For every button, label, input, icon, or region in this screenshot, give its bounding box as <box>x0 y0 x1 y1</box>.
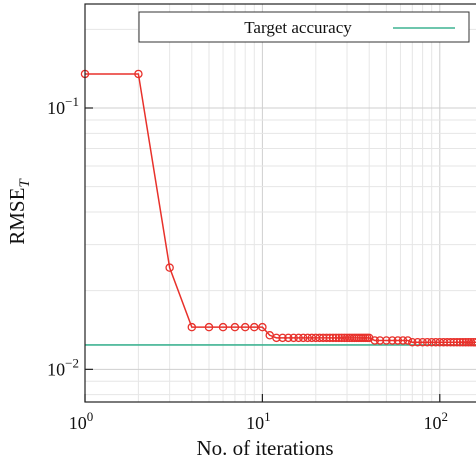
rmse-point <box>294 333 303 343</box>
plot-border <box>84 3 476 403</box>
rmse-point <box>403 336 413 345</box>
rmse-point <box>446 337 455 347</box>
rmse-point <box>187 322 197 332</box>
rmse-point <box>452 337 462 347</box>
x-tick-label: 100 <box>69 409 94 433</box>
plot-frame <box>84 3 476 403</box>
rmse-point <box>398 336 408 345</box>
y-axis-ticks: 10−1 10−2 <box>47 94 93 379</box>
grid <box>84 4 476 402</box>
rmse-point <box>331 333 341 343</box>
x-tick-label: 102 <box>424 409 449 433</box>
rmse-point <box>423 337 432 347</box>
rmse-point <box>469 337 476 347</box>
rmse-point <box>418 337 427 347</box>
rmse-point <box>299 333 308 343</box>
y-tick-label: 10−1 <box>47 94 79 118</box>
rmse-point <box>466 337 476 347</box>
rmse-point <box>278 333 287 343</box>
rmse-line <box>85 73 476 343</box>
x-axis-title: No. of iterations <box>196 436 333 460</box>
rmse-point <box>303 333 312 343</box>
rmse-point <box>230 322 240 332</box>
rmse-point <box>322 333 331 343</box>
rmse-point <box>272 333 281 343</box>
legend: Target accuracy <box>138 11 470 43</box>
rmse-point <box>388 336 397 345</box>
rmse-point <box>284 333 293 343</box>
legend-label-target-accuracy: Target accuracy <box>244 18 352 37</box>
rmse-point <box>289 333 298 343</box>
x-tick-label: 101 <box>246 409 271 433</box>
rmse-point <box>427 337 436 347</box>
rmse-point <box>218 322 228 332</box>
rmse-point <box>134 69 143 79</box>
rmse-point <box>334 333 344 343</box>
rmse-point <box>258 322 267 332</box>
rmse-point <box>382 336 391 345</box>
y-axis-title: RMSET <box>5 178 33 245</box>
rmse-point <box>370 336 380 345</box>
rmse-point <box>449 337 459 347</box>
y-tick-label: 10−2 <box>47 355 79 379</box>
rmse-point <box>413 337 422 347</box>
rmse-series <box>80 69 476 347</box>
rmse-point <box>325 333 335 343</box>
rmse-point <box>455 337 465 347</box>
rmse-point <box>250 322 259 332</box>
rmse-point <box>458 337 468 347</box>
rmse-point <box>408 337 417 347</box>
x-axis-ticks: 100 101 102 <box>69 394 448 433</box>
rmse-point <box>328 333 338 343</box>
rmse-point <box>240 322 250 332</box>
rmse-point <box>165 263 174 272</box>
rmse-point <box>204 322 214 332</box>
rmse-point <box>375 336 385 345</box>
rmse-point <box>393 336 403 345</box>
legend-box <box>138 11 470 43</box>
